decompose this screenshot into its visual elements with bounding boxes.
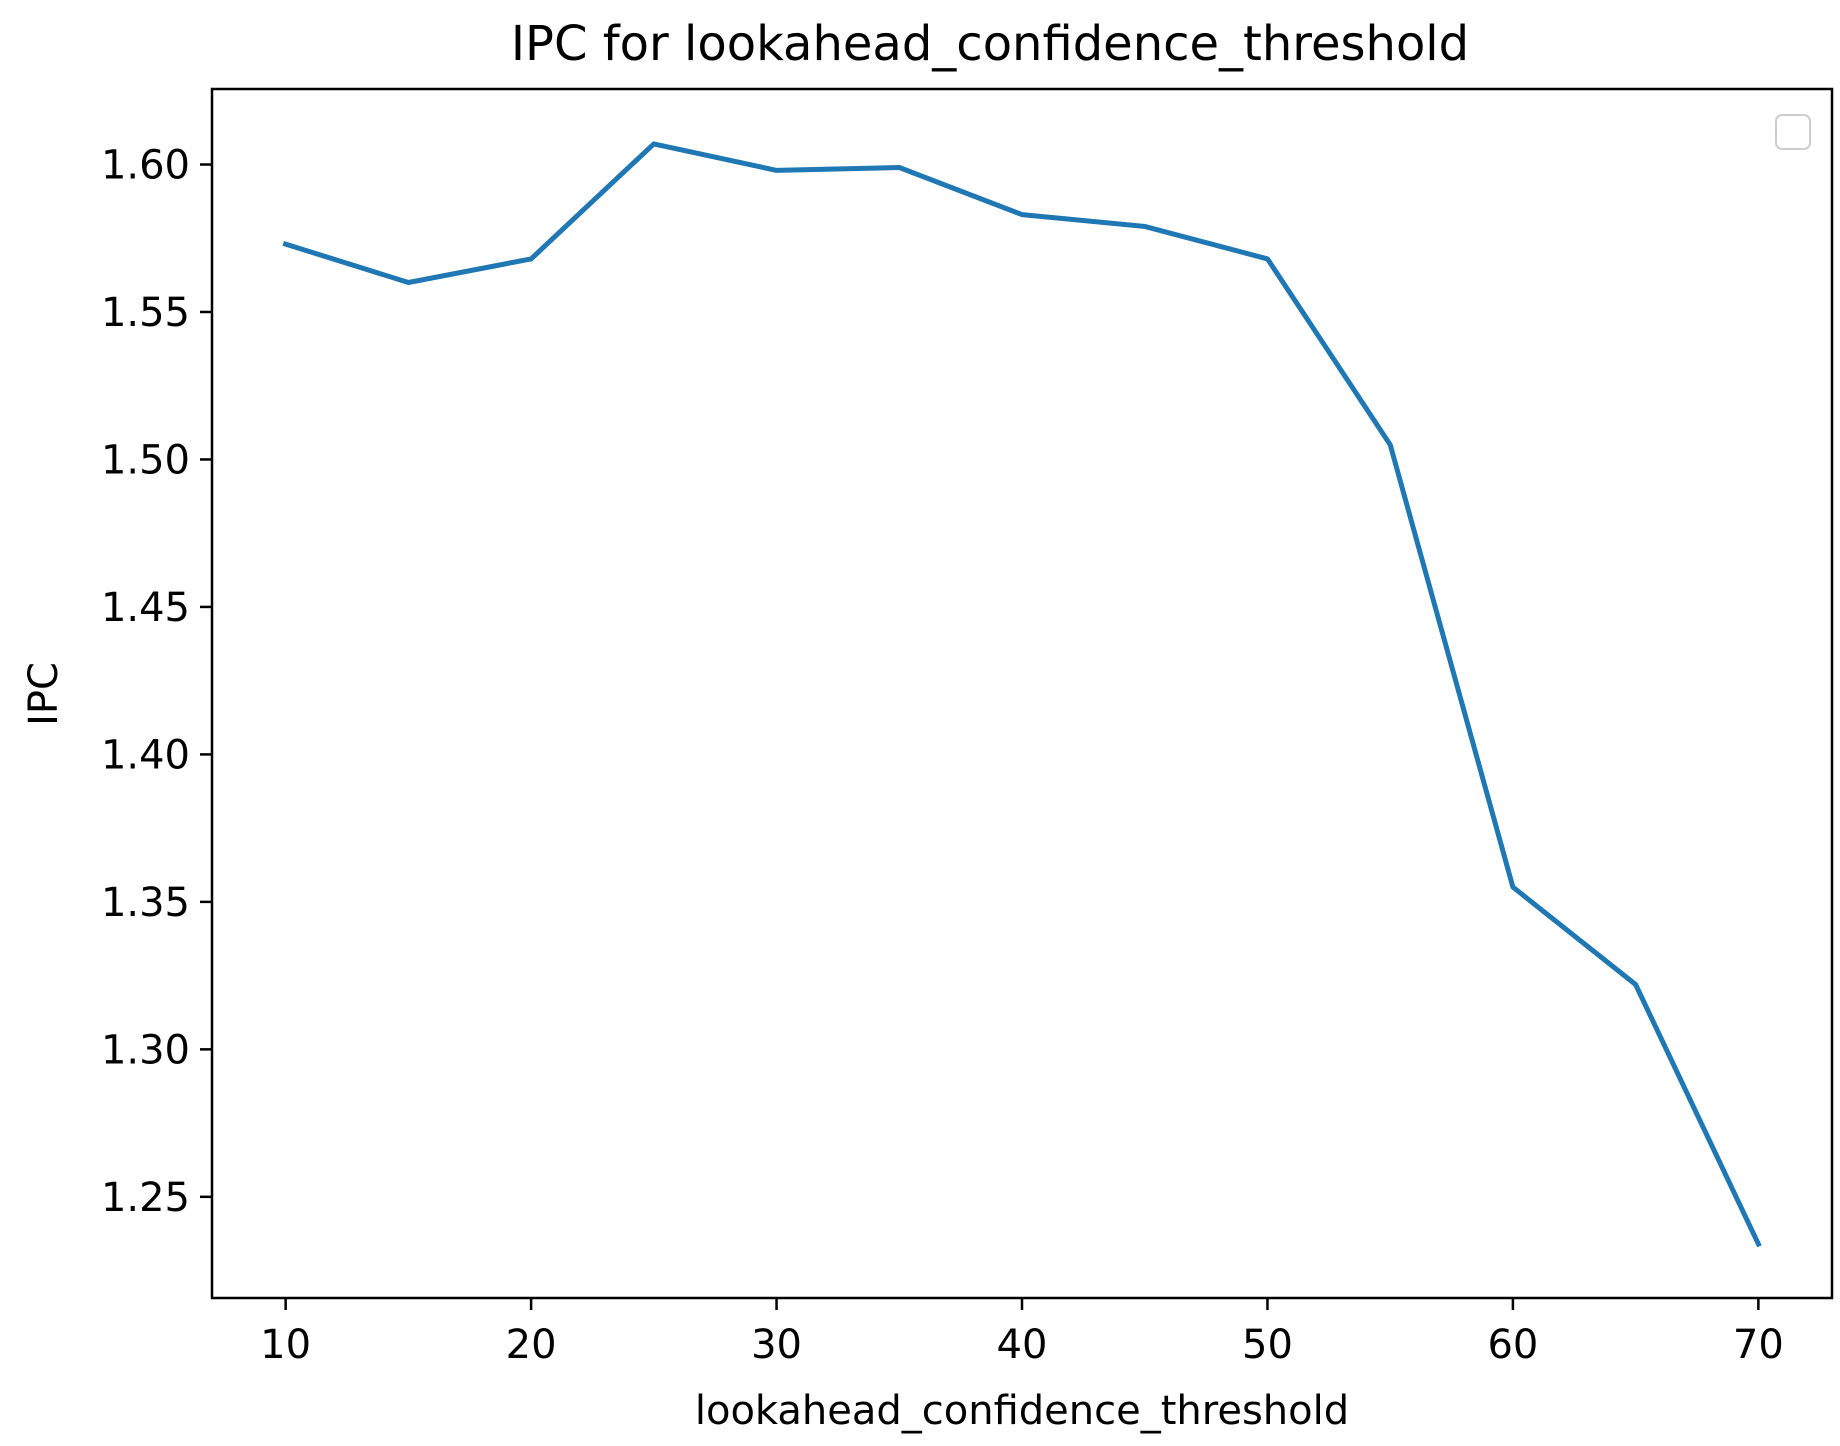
series-line-0 [282,141,1762,1248]
y-tick-label: 1.60 [101,143,190,189]
x-tick-label: 40 [997,1322,1048,1368]
y-tick-label: 1.40 [101,732,190,778]
x-tick-label: 10 [260,1322,311,1368]
y-axis-label: IPC [21,662,67,726]
chart-title: IPC for lookahead_confidence_threshold [511,16,1469,72]
x-tick-label: 50 [1242,1322,1293,1368]
plot-area [282,141,1762,1248]
x-tick-label: 20 [506,1322,557,1368]
x-axis: 10 20 30 40 50 60 70 [260,1298,1784,1368]
y-tick-label: 1.50 [101,437,190,483]
y-tick-label: 1.55 [101,290,190,336]
y-axis: 1.25 1.30 1.35 1.40 1.45 1.50 1.55 1.60 [101,143,212,1221]
x-axis-label: lookahead_confidence_threshold [695,1388,1349,1434]
legend-box [1775,114,1811,150]
x-tick-label: 30 [751,1322,802,1368]
x-tick-label: 70 [1733,1322,1784,1368]
y-tick-label: 1.25 [101,1175,190,1221]
y-tick-label: 1.35 [101,880,190,926]
x-tick-label: 60 [1487,1322,1538,1368]
y-tick-label: 1.30 [101,1027,190,1073]
y-tick-label: 1.45 [101,585,190,631]
